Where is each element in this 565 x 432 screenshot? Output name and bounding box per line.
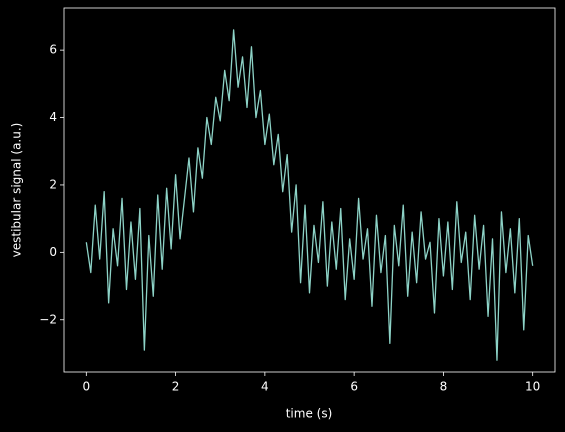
x-tick-label: 2 (172, 380, 180, 394)
x-tick-label: 0 (82, 380, 90, 394)
y-tick-label: 0 (49, 245, 57, 259)
x-tick-label: 8 (440, 380, 448, 394)
x-tick-label: 10 (525, 380, 540, 394)
y-tick-label: −2 (39, 312, 57, 326)
y-tick-label: 4 (49, 110, 57, 124)
y-axis-label: vestibular signal (a.u.) (10, 123, 24, 258)
x-tick-label: 4 (261, 380, 269, 394)
x-tick-label: 6 (350, 380, 358, 394)
x-axis-label: time (s) (286, 407, 333, 421)
y-tick-label: 6 (49, 43, 57, 57)
plot-frame (63, 7, 556, 373)
y-tick-label: 2 (49, 177, 57, 191)
data-line (85, 29, 534, 361)
